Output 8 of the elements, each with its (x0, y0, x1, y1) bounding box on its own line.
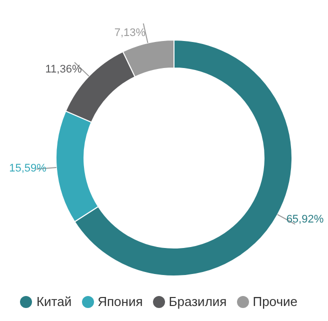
data-label: 11,36% (45, 63, 82, 76)
legend-label: Прочие (252, 294, 298, 309)
legend-label: Япония (98, 294, 143, 309)
data-label: 15,59% (9, 162, 47, 174)
data-label: 7,13% (114, 27, 146, 40)
legend-label: Бразилия (168, 294, 227, 309)
data-label: 65,92% (286, 213, 324, 226)
legend-label: Китай (36, 294, 72, 309)
